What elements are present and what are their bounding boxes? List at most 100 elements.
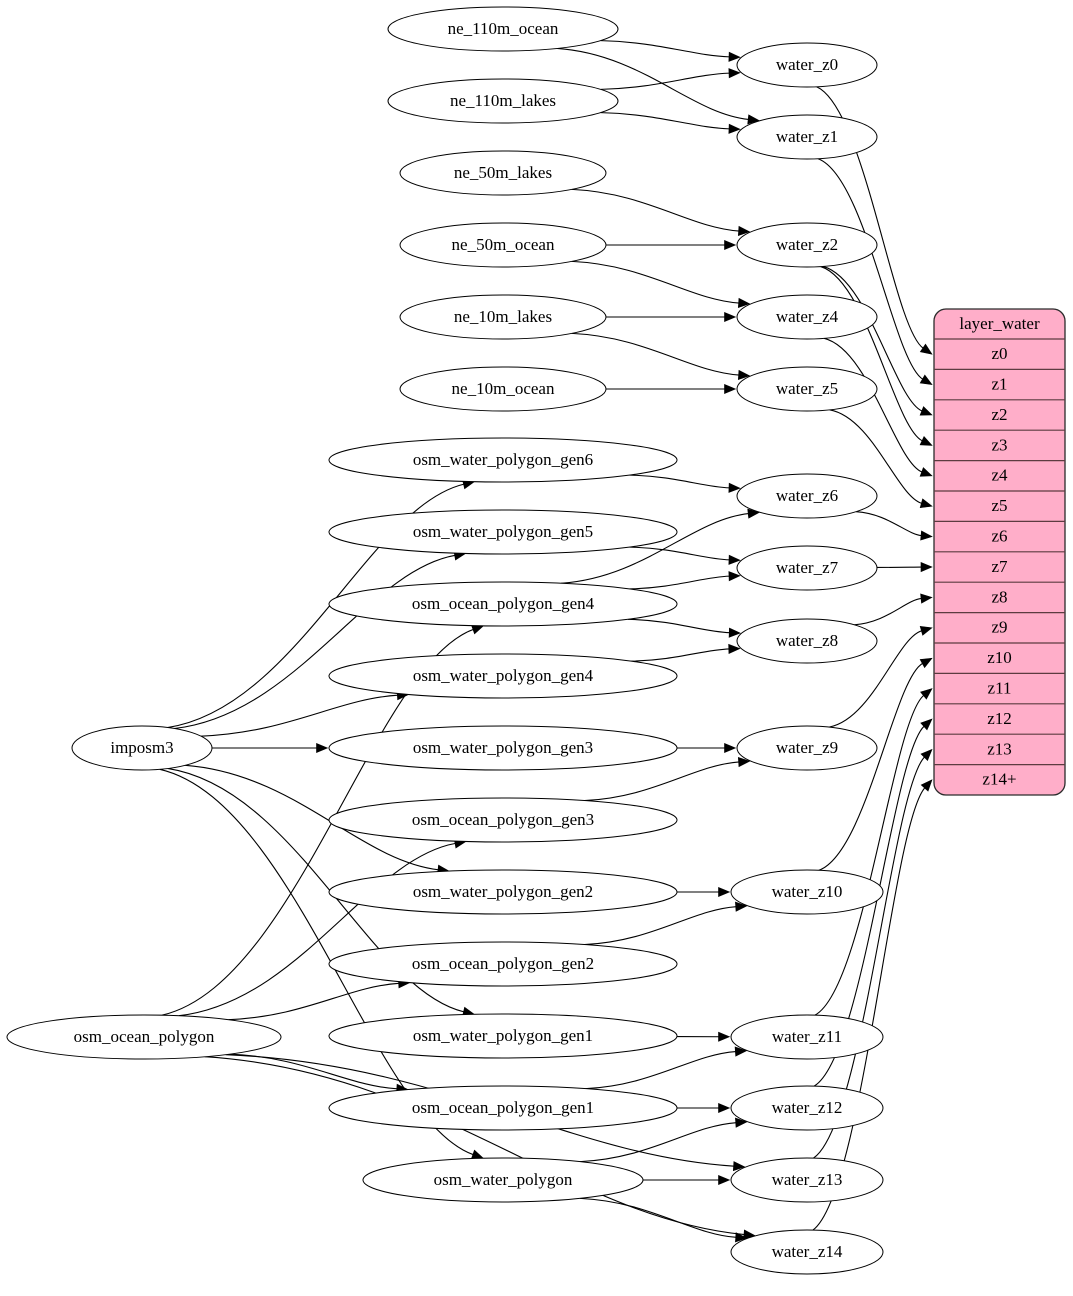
node-ne_10m_ocean[interactable]: ne_10m_ocean [399,366,607,412]
node-water_z0[interactable]: water_z0 [736,42,878,88]
edge-osm_ocean_polygon_gen3-to-water_z9 [584,761,740,802]
layer-water-table[interactable]: layer_waterz0z1z2z3z4z5z6z7z8z9z10z11z12… [933,308,1066,796]
node-water_z8[interactable]: water_z8 [736,618,878,664]
node-ellipse [730,869,884,915]
edge-arrowhead [920,718,933,731]
node-water_z5[interactable]: water_z5 [736,366,878,412]
edge-arrowhead [919,374,933,385]
edge-ne_110m_lakes-to-water_z1 [600,112,730,130]
edge-arrowhead [728,123,741,134]
node-ellipse [399,222,607,268]
node-water_z13[interactable]: water_z13 [730,1157,884,1203]
edge-osm_water_polygon_gen5-to-water_z7 [629,546,730,561]
node-water_z6[interactable]: water_z6 [736,473,878,519]
edge-arrowhead [724,742,737,754]
node-water_z14[interactable]: water_z14 [730,1229,884,1275]
edge-imposm3-to-osm_water_polygon_gen6 [167,483,465,729]
edge-arrowhead [920,561,933,573]
edge-arrowhead [728,482,741,493]
nodes-layer: ne_110m_ocean ne_110m_lakes ne_50m_lakesne… [6,6,884,1275]
edge-water_z6-to-row-6 [856,511,922,537]
node-ellipse [736,114,878,160]
node-ne_50m_ocean[interactable]: ne_50m_ocean [399,222,607,268]
edge-osm_ocean_polygon-to-osm_ocean_polygon_gen3 [178,842,456,1017]
node-osm_ocean_polygon[interactable]: osm_ocean_polygon [6,1014,282,1060]
node-osm_water_polygon_gen2[interactable]: osm_water_polygon_gen2 [328,869,678,915]
edge-arrowhead [919,343,933,355]
edge-ne_50m_lakes-to-water_z2 [571,188,740,232]
edge-arrowhead [735,901,748,912]
node-osm_water_polygon_gen4[interactable]: osm_water_polygon_gen4 [328,653,678,699]
edge-water_z4-to-row-4 [823,337,923,473]
node-water_z4[interactable]: water_z4 [736,294,878,340]
node-ellipse [362,1157,644,1203]
node-osm_water_polygon_gen6[interactable]: osm_water_polygon_gen6 [328,437,678,483]
node-water_z9[interactable]: water_z9 [736,725,878,771]
edge-osm_water_polygon_gen6-to-water_z6 [629,474,730,489]
edge-arrowhead [920,593,933,604]
edge-imposm3-to-osm_water_polygon_gen1 [167,767,465,1013]
node-ellipse [736,473,878,519]
edge-arrowhead [737,369,751,381]
node-ellipse [730,1014,884,1060]
node-osm_water_polygon_gen3[interactable]: osm_water_polygon_gen3 [328,725,678,771]
edge-arrowhead [920,688,933,700]
node-imposm3[interactable]: imposm3 [71,725,213,771]
node-water_z2[interactable]: water_z2 [736,222,878,268]
edge-osm_water_polygon_gen4-to-water_z8 [631,648,730,662]
node-ellipse [730,1229,884,1275]
node-ellipse [328,869,678,915]
node-ellipse [736,42,878,88]
edge-osm_ocean_polygon-to-osm_ocean_polygon_gen1 [230,1053,398,1090]
node-osm_ocean_polygon_gen1[interactable]: osm_ocean_polygon_gen1 [328,1085,678,1131]
node-ellipse [399,366,607,412]
edge-arrowhead [737,756,751,768]
edge-osm_water_polygon-to-water_z14 [580,1197,737,1238]
node-ellipse [328,581,678,627]
edge-water_z8-to-row-8 [854,597,922,626]
node-water_z1[interactable]: water_z1 [736,114,878,160]
node-osm_water_polygon_gen1[interactable]: osm_water_polygon_gen1 [328,1013,678,1059]
node-osm_water_polygon_gen5[interactable]: osm_water_polygon_gen5 [328,509,678,555]
node-water_z12[interactable]: water_z12 [730,1085,884,1131]
edge-imposm3-to-osm_water_polygon_gen5 [174,554,456,730]
node-osm_ocean_polygon_gen3[interactable]: osm_ocean_polygon_gen3 [328,797,678,843]
node-ellipse [328,1013,678,1059]
edge-arrowhead [732,1161,746,1172]
node-ellipse [328,797,678,843]
edge-ne_110m_ocean-to-water_z1 [557,47,749,120]
node-water_z11[interactable]: water_z11 [730,1014,884,1060]
edge-osm_ocean_polygon_gen4-to-water_z7 [629,575,730,590]
node-water_z7[interactable]: water_z7 [736,545,878,591]
node-ellipse [387,6,619,52]
node-ne_10m_lakes[interactable]: ne_10m_lakes [399,294,607,340]
node-ne_50m_lakes[interactable]: ne_50m_lakes [399,150,607,196]
edge-arrowhead [728,571,741,582]
node-ellipse [328,509,678,555]
edge-water_z11-to-row-11 [814,694,925,1016]
edge-arrowhead [747,114,760,125]
node-osm_water_polygon[interactable]: osm_water_polygon [362,1157,644,1203]
node-ne_110m_lakes[interactable]: ne_110m_lakes [387,78,619,124]
edge-ne_50m_ocean-to-water_z4 [571,260,740,304]
edge-water_z13-to-row-13 [813,756,926,1159]
edge-water_z12-to-row-12 [813,725,925,1087]
edge-arrowhead [737,225,751,237]
node-ellipse [736,618,878,664]
edges-layer [159,40,933,1243]
node-osm_ocean_polygon_gen4[interactable]: osm_ocean_polygon_gen4 [328,581,678,627]
edge-arrowhead [724,239,737,251]
node-ne_110m_ocean[interactable]: ne_110m_ocean [387,6,619,52]
node-osm_ocean_polygon_gen2[interactable]: osm_ocean_polygon_gen2 [328,941,678,987]
node-ellipse [399,150,607,196]
edge-arrowhead [718,1102,731,1114]
edge-arrowhead [728,51,741,62]
node-water_z10[interactable]: water_z10 [730,869,884,915]
edge-ne_110m_lakes-to-water_z0 [600,72,730,90]
edge-water_z2-to-row-2 [822,265,923,412]
edge-arrowhead [919,657,933,669]
edge-osm_ocean_polygon-to-osm_ocean_polygon_gen2 [228,982,400,1021]
edge-osm_ocean_polygon_gen1-to-water_z11 [585,1050,736,1090]
